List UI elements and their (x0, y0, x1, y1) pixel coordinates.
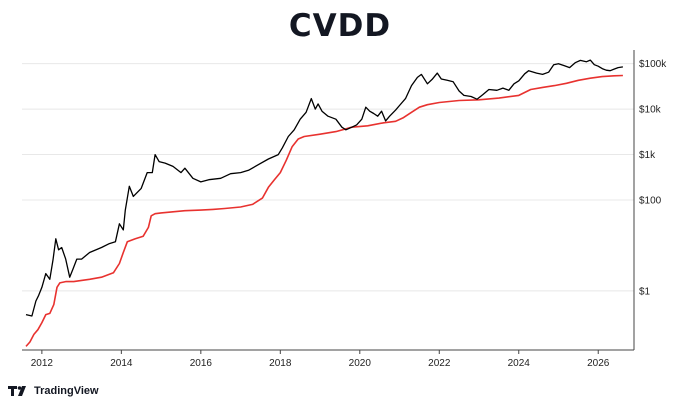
y-tick-label: $1k (639, 150, 656, 161)
x-tick-label: 2020 (349, 358, 372, 369)
tradingview-logo-icon (8, 386, 26, 396)
y-tick-label: $100k (639, 59, 667, 70)
x-axis-ticks: 2012 2014 2016 2018 2020 2022 2024 2026 (31, 350, 610, 369)
x-tick-label: 2026 (587, 358, 610, 369)
x-tick-label: 2024 (508, 358, 531, 369)
y-tick-label: $100 (639, 196, 662, 207)
y-tick-label: $1 (639, 286, 651, 297)
x-tick-label: 2022 (428, 358, 451, 369)
x-tick-label: 2012 (31, 358, 54, 369)
chart-title: CVDD (288, 8, 392, 44)
y-tick-label: $10k (639, 105, 662, 116)
cvdd-line (25, 74, 623, 347)
x-tick-label: 2016 (190, 358, 213, 369)
series-lines (25, 59, 623, 347)
x-tick-label: 2018 (269, 358, 292, 369)
brand-name: TradingView (34, 385, 99, 397)
grid-lines (22, 63, 634, 292)
y-axis-ticks: $100k $10k $1k $100 $1 (639, 59, 667, 297)
x-tick-label: 2014 (110, 358, 133, 369)
tradingview-brand[interactable]: TradingView (8, 385, 99, 397)
price-line (25, 59, 623, 317)
